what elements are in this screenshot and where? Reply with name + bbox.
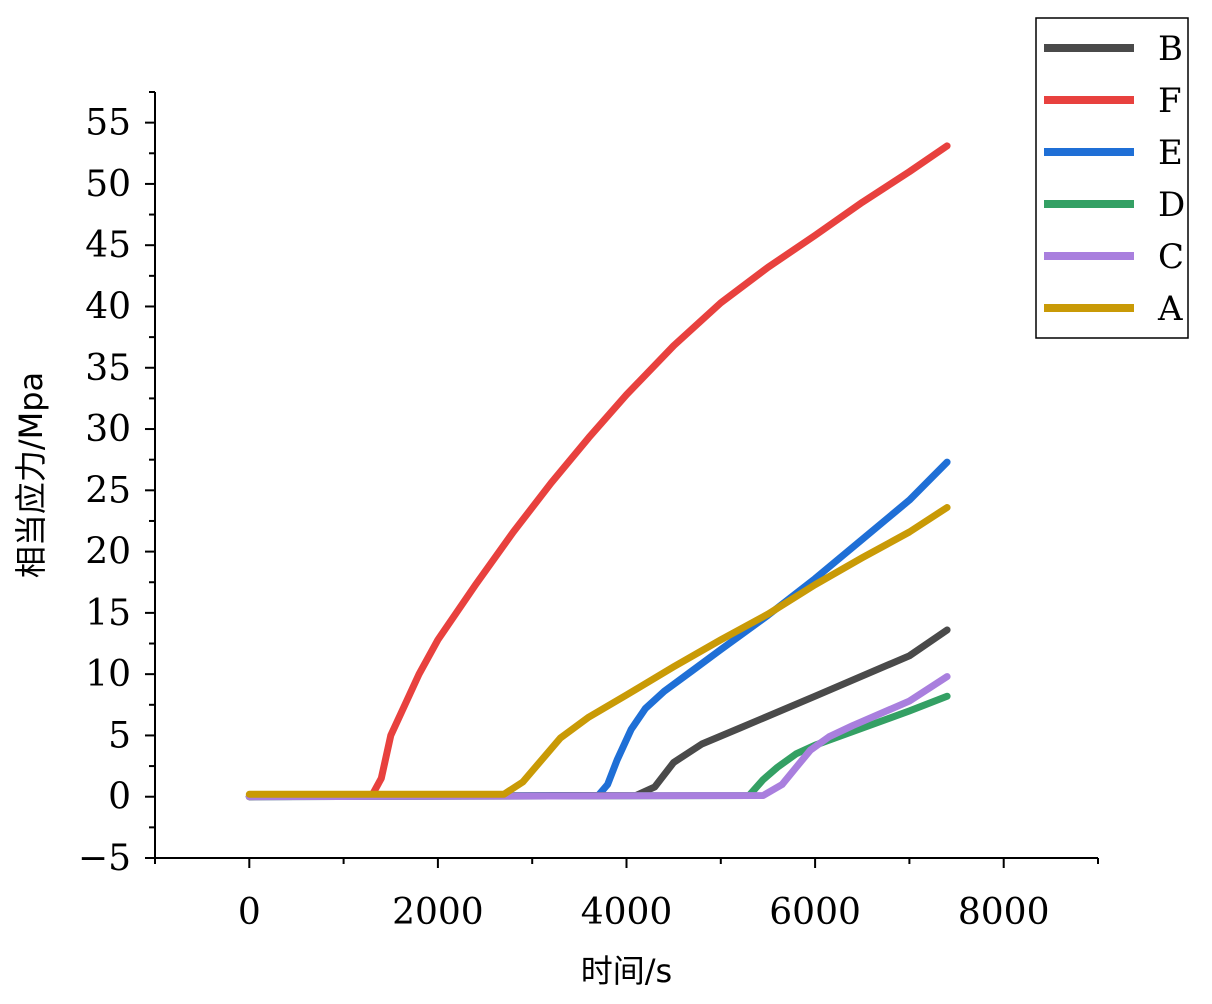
y-tick-label: 35 [85, 348, 131, 389]
x-tick-label: 6000 [769, 892, 861, 933]
legend-label-A: A [1157, 289, 1183, 329]
legend-box [1035, 17, 1189, 339]
y-tick-label: 15 [85, 593, 131, 634]
series-line-C [245, 673, 951, 801]
x-axis-title: 时间/s [581, 952, 672, 990]
y-tick-label: 5 [108, 715, 131, 756]
legend-label-B: B [1158, 29, 1183, 69]
y-tick-label: 20 [85, 532, 131, 573]
x-tick-label: 4000 [581, 892, 673, 933]
x-tick-label: 8000 [958, 892, 1050, 933]
legend-label-C: C [1158, 237, 1184, 277]
series-line-D [245, 692, 951, 801]
y-tick-label: 50 [85, 164, 131, 205]
y-axis-title: 相当应力/Mpa [12, 372, 50, 578]
y-tick-label: 25 [85, 470, 131, 511]
y-tick-label: 30 [85, 409, 131, 450]
series-line-E [245, 458, 951, 801]
series-line-F [245, 142, 951, 801]
y-tick-label: 55 [85, 103, 131, 144]
axes: 0 2000 4000 6000 8000 −5 0 5 10 15 20 25 30 35 40 45 50 5… [78, 91, 1099, 933]
y-tick-label: 10 [85, 654, 131, 695]
x-tick-label: 0 [238, 892, 261, 933]
y-tick-label: 0 [108, 777, 131, 818]
plot-area [245, 142, 951, 801]
x-tick-label: 2000 [392, 892, 484, 933]
y-tick-label: 40 [85, 286, 131, 327]
series-line-A [245, 504, 951, 798]
y-tick-label: −5 [78, 838, 131, 879]
legend-label-F: F [1158, 81, 1182, 121]
legend-label-D: D [1158, 185, 1185, 225]
y-tick-label: 45 [85, 225, 131, 266]
legend-label-E: E [1158, 133, 1183, 173]
